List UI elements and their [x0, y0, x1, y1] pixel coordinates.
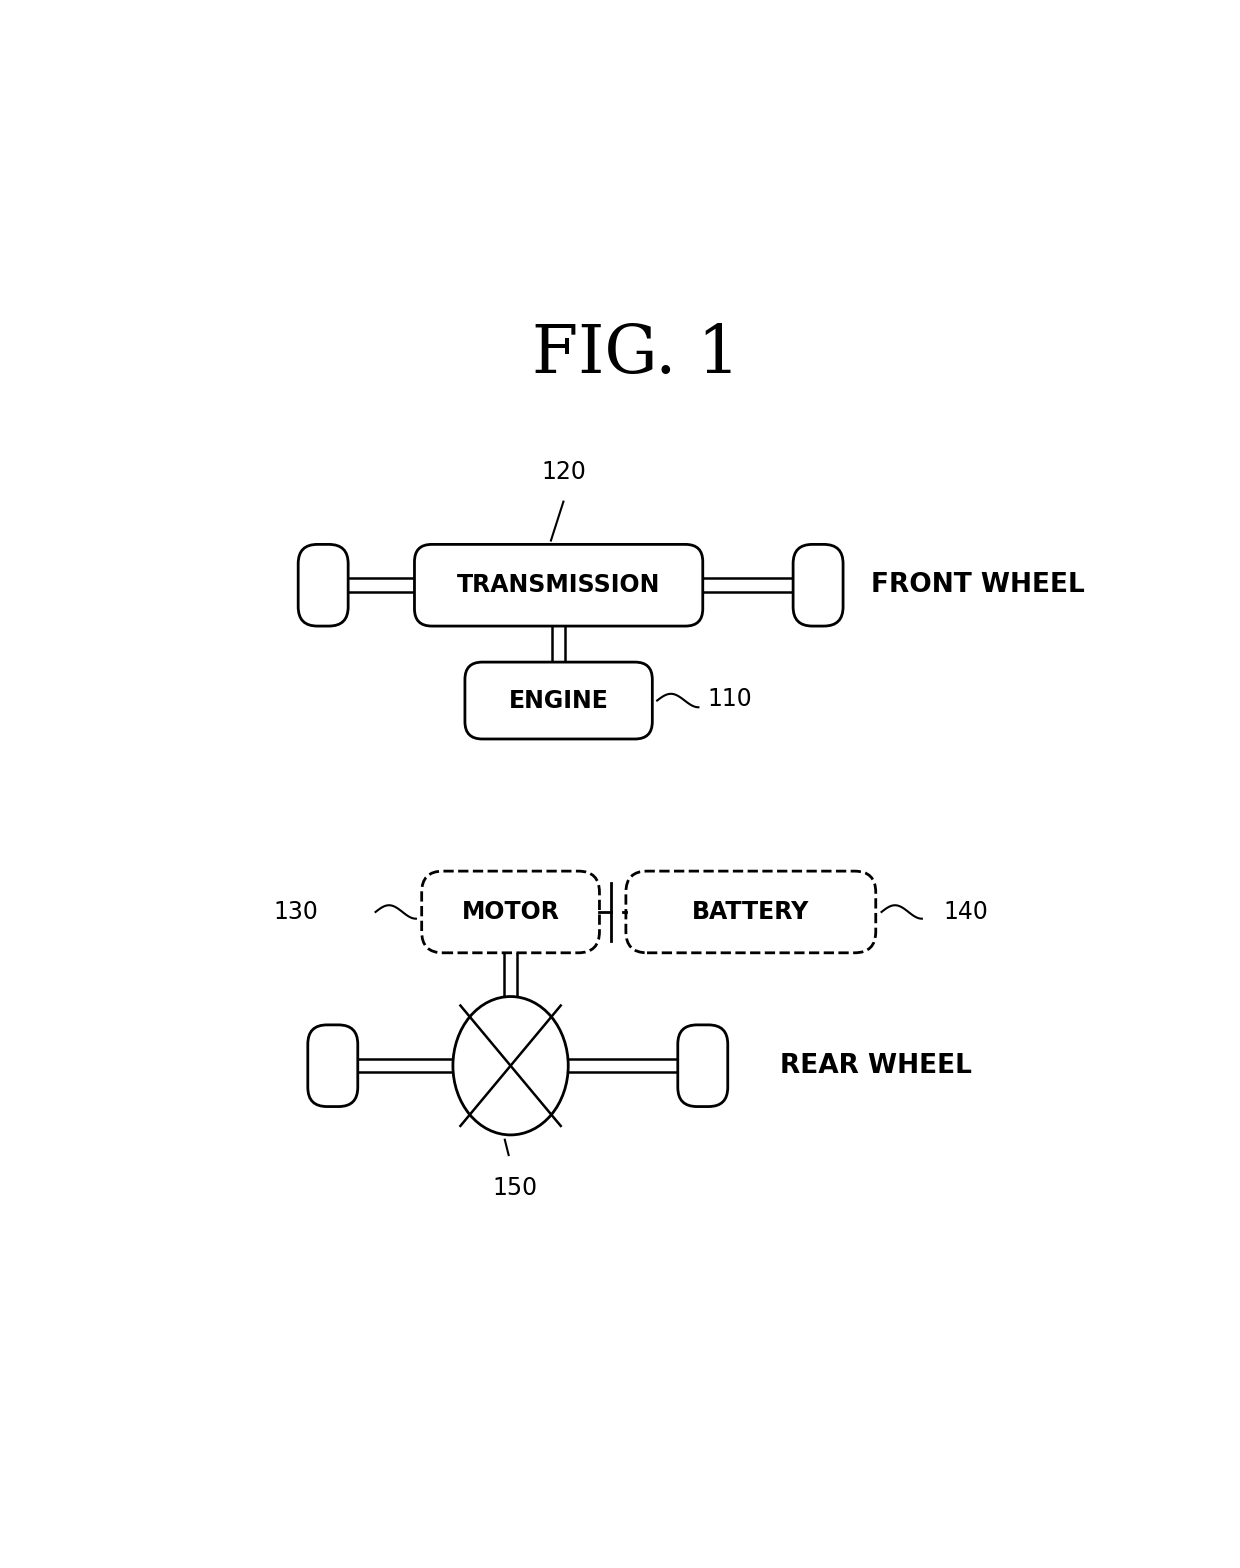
Text: TRANSMISSION: TRANSMISSION: [456, 574, 661, 597]
FancyBboxPatch shape: [308, 1025, 358, 1107]
Text: BATTERY: BATTERY: [692, 900, 810, 924]
Ellipse shape: [453, 997, 568, 1135]
FancyBboxPatch shape: [794, 544, 843, 626]
Text: MOTOR: MOTOR: [461, 900, 559, 924]
FancyBboxPatch shape: [298, 544, 348, 626]
Text: ENGINE: ENGINE: [508, 688, 609, 712]
Text: REAR WHEEL: REAR WHEEL: [780, 1052, 971, 1079]
Text: 140: 140: [942, 900, 988, 924]
Text: 130: 130: [274, 900, 319, 924]
FancyBboxPatch shape: [678, 1025, 728, 1107]
FancyBboxPatch shape: [626, 872, 875, 953]
FancyBboxPatch shape: [422, 872, 599, 953]
Text: 120: 120: [541, 461, 585, 485]
FancyBboxPatch shape: [465, 662, 652, 739]
Text: FIG. 1: FIG. 1: [532, 321, 739, 387]
FancyBboxPatch shape: [414, 544, 703, 626]
Text: FRONT WHEEL: FRONT WHEEL: [870, 572, 1085, 599]
Text: 110: 110: [708, 687, 753, 710]
Text: 150: 150: [492, 1176, 538, 1200]
